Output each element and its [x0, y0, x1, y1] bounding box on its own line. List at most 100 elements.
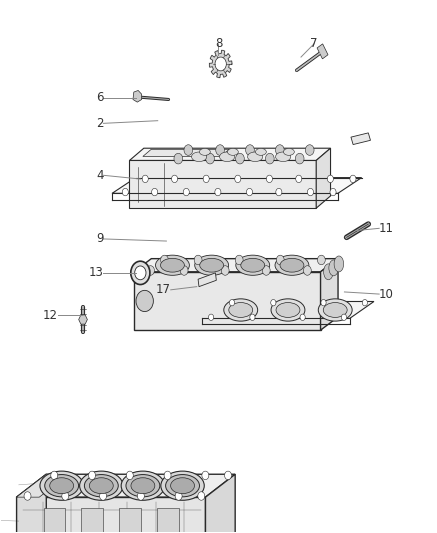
Circle shape	[24, 492, 31, 500]
Polygon shape	[202, 302, 374, 318]
Ellipse shape	[224, 299, 258, 321]
Circle shape	[305, 145, 314, 155]
Polygon shape	[81, 508, 103, 533]
Ellipse shape	[156, 255, 189, 276]
Circle shape	[267, 175, 272, 183]
Polygon shape	[119, 508, 141, 533]
Circle shape	[62, 492, 69, 500]
Polygon shape	[351, 133, 371, 144]
Circle shape	[246, 188, 253, 196]
Polygon shape	[79, 315, 87, 324]
Circle shape	[246, 145, 254, 155]
Circle shape	[262, 266, 270, 275]
Circle shape	[362, 300, 368, 306]
Text: 2: 2	[96, 117, 104, 130]
Circle shape	[100, 492, 107, 500]
Circle shape	[327, 175, 333, 183]
Polygon shape	[321, 259, 338, 330]
Ellipse shape	[276, 303, 300, 317]
Circle shape	[276, 188, 282, 196]
Polygon shape	[129, 160, 316, 208]
Polygon shape	[133, 91, 142, 102]
Circle shape	[131, 261, 150, 285]
Polygon shape	[112, 177, 362, 193]
Ellipse shape	[229, 303, 253, 317]
Polygon shape	[198, 273, 216, 287]
Ellipse shape	[275, 255, 309, 276]
Circle shape	[271, 300, 276, 306]
Ellipse shape	[324, 264, 333, 280]
Circle shape	[295, 154, 304, 164]
Circle shape	[350, 175, 356, 183]
Text: 6: 6	[96, 91, 104, 104]
Ellipse shape	[161, 471, 204, 500]
Circle shape	[161, 255, 168, 265]
Text: 12: 12	[43, 309, 58, 322]
Text: 10: 10	[379, 288, 394, 301]
Polygon shape	[129, 148, 330, 160]
Text: 13: 13	[89, 266, 104, 279]
Circle shape	[137, 492, 144, 500]
Circle shape	[321, 300, 326, 306]
Ellipse shape	[284, 148, 294, 155]
Circle shape	[174, 154, 183, 164]
Circle shape	[303, 266, 311, 275]
Text: 4: 4	[96, 169, 104, 182]
Circle shape	[135, 266, 146, 280]
Circle shape	[164, 471, 171, 480]
Ellipse shape	[195, 255, 229, 276]
Circle shape	[215, 188, 221, 196]
Ellipse shape	[50, 478, 73, 494]
Text: 17: 17	[156, 284, 171, 296]
Ellipse shape	[90, 478, 113, 494]
Circle shape	[330, 188, 336, 196]
Ellipse shape	[323, 303, 347, 317]
Ellipse shape	[280, 259, 304, 272]
Circle shape	[194, 255, 202, 265]
Circle shape	[300, 314, 305, 320]
Circle shape	[229, 300, 235, 306]
Ellipse shape	[45, 474, 79, 497]
Ellipse shape	[191, 152, 207, 161]
Circle shape	[275, 145, 284, 155]
Circle shape	[296, 175, 302, 183]
Polygon shape	[134, 272, 321, 330]
Circle shape	[341, 314, 347, 320]
Ellipse shape	[160, 259, 184, 272]
Polygon shape	[44, 508, 65, 533]
Circle shape	[221, 266, 229, 275]
Circle shape	[265, 154, 274, 164]
Text: 7: 7	[310, 37, 318, 50]
Circle shape	[215, 57, 226, 71]
Ellipse shape	[170, 478, 194, 494]
Circle shape	[198, 492, 205, 500]
Circle shape	[175, 492, 182, 500]
Polygon shape	[316, 148, 330, 208]
Circle shape	[202, 471, 209, 480]
Circle shape	[172, 175, 177, 183]
Ellipse shape	[80, 471, 123, 500]
Ellipse shape	[276, 152, 291, 161]
Text: 8: 8	[215, 37, 222, 50]
Text: 11: 11	[379, 222, 394, 235]
Circle shape	[122, 188, 128, 196]
Ellipse shape	[200, 259, 224, 272]
Circle shape	[208, 314, 214, 320]
Ellipse shape	[84, 474, 118, 497]
Circle shape	[225, 471, 232, 480]
Ellipse shape	[256, 148, 266, 155]
Ellipse shape	[126, 474, 160, 497]
Ellipse shape	[236, 255, 270, 276]
Circle shape	[216, 145, 225, 155]
Circle shape	[203, 175, 209, 183]
Polygon shape	[157, 508, 179, 533]
Polygon shape	[134, 259, 338, 272]
Polygon shape	[17, 474, 235, 497]
Ellipse shape	[241, 259, 265, 272]
Circle shape	[89, 471, 96, 480]
Ellipse shape	[329, 260, 338, 276]
Circle shape	[250, 314, 255, 320]
Circle shape	[142, 175, 148, 183]
Polygon shape	[317, 44, 328, 59]
Circle shape	[136, 290, 153, 312]
